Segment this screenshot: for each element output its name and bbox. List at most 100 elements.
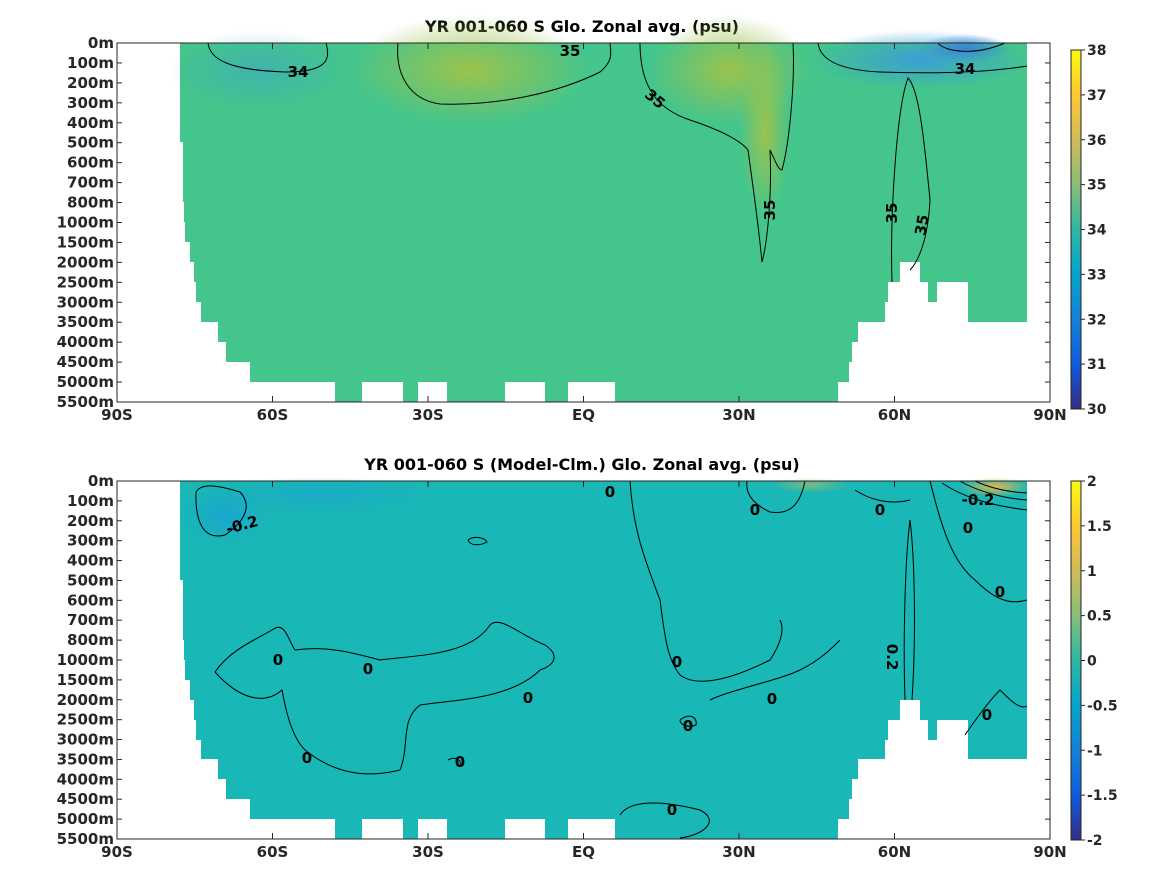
contour-label: 0 — [995, 583, 1005, 601]
low-salinity-patch — [920, 34, 1010, 62]
colorbar-tick-label: 32 — [1087, 312, 1106, 328]
contour-label: -0.2 — [962, 491, 995, 509]
x-tick-label: 90S — [101, 406, 133, 424]
y-tick-label: 3000m — [57, 293, 114, 311]
high-salinity-patch — [740, 40, 790, 220]
contour-label: 35 — [911, 213, 932, 237]
contour-label: 0 — [683, 717, 693, 735]
contour-label: 0 — [302, 749, 312, 767]
y-tick-label: 0m — [88, 34, 114, 52]
salinity-field: 34 35 35 34 35 35 35 — [170, 15, 1030, 402]
contour-line — [397, 42, 612, 105]
colorbar-tick-label: 36 — [1087, 133, 1106, 149]
contour-label: 0 — [523, 689, 533, 707]
y-tick-label: 400m — [67, 552, 114, 570]
y-axis: 0m100m200m300m400m500m600m700m800m1000m1… — [57, 472, 1050, 848]
contour-line — [941, 480, 1028, 511]
colorbar-tick-label: 34 — [1087, 223, 1107, 239]
colorbar-tick-label: 2 — [1087, 474, 1097, 490]
y-axis: 0m100m200m300m400m500m600m700m800m1000m1… — [57, 34, 1050, 411]
contour-label: 34 — [288, 63, 309, 81]
contour-line — [639, 42, 794, 263]
contour-label: 0 — [667, 801, 677, 819]
y-tick-label: 700m — [67, 611, 114, 629]
y-tick-label: 700m — [67, 174, 114, 192]
y-tick-label: 100m — [67, 54, 114, 72]
x-tick-label: 60S — [257, 406, 289, 424]
y-tick-label: 5500m — [57, 393, 114, 411]
contour-label: 0 — [672, 653, 682, 671]
y-tick-label: 400m — [67, 114, 114, 132]
y-tick-label: 3000m — [57, 731, 114, 749]
y-tick-label: 4500m — [57, 353, 114, 371]
ocean-section — [180, 481, 1027, 839]
contour-label: 35 — [883, 203, 901, 224]
bias-field: -0.2 0 0 0 0 0 0 0 0 0 0 0 0 0.2 0 0 0 -… — [180, 477, 1030, 839]
positive-bias-patch — [770, 477, 850, 493]
y-tick-label: 3500m — [57, 750, 114, 768]
y-tick-label: 500m — [67, 134, 114, 152]
contour-line — [854, 489, 911, 503]
x-tick-label: 30S — [412, 843, 444, 861]
colorbar-tick-label: 1 — [1087, 564, 1097, 580]
colorbar — [1070, 480, 1082, 841]
y-tick-label: 5000m — [57, 373, 114, 391]
colorbar-tick-label: -2 — [1087, 833, 1103, 849]
contour-line — [679, 715, 697, 727]
contour-label: 34 — [955, 60, 976, 78]
contour-line — [195, 485, 247, 537]
contour-lines — [195, 480, 1028, 839]
y-tick-label: 100m — [67, 492, 114, 510]
colorbar-ticks: 2 1.5 1 0.5 0 -0.5 -1 -1.5 -2 — [1081, 474, 1118, 849]
colorbar-tick-label: -0.5 — [1087, 698, 1118, 714]
contour-line — [964, 689, 1028, 736]
y-tick-label: 2000m — [57, 253, 114, 271]
contour-label: 0 — [767, 690, 777, 708]
y-tick-label: 4000m — [57, 333, 114, 351]
y-tick-label: 1500m — [57, 233, 114, 251]
y-tick-label: 500m — [67, 571, 114, 589]
contour-line — [929, 480, 1028, 603]
colorbar — [1070, 49, 1082, 410]
x-tick-label: 90N — [1033, 406, 1066, 424]
x-tick-label: 90N — [1033, 843, 1066, 861]
y-tick-label: 3500m — [57, 313, 114, 331]
negative-bias-patch — [210, 477, 430, 513]
x-tick-label: 30N — [722, 843, 755, 861]
y-tick-label: 5500m — [57, 830, 114, 848]
colorbar-tick-label: 33 — [1087, 267, 1106, 283]
x-tick-label: EQ — [572, 406, 595, 424]
contour-line — [214, 621, 555, 775]
contour-line — [746, 480, 806, 514]
panel-title: YR 001-060 S (Model-Clm.) Glo. Zonal avg… — [363, 455, 800, 474]
ocean-section — [180, 43, 1027, 402]
y-tick-label: 4500m — [57, 790, 114, 808]
contour-line — [467, 536, 488, 546]
y-tick-label: 1000m — [57, 651, 114, 669]
contour-label: 0 — [875, 501, 885, 519]
contour-label: 0 — [273, 651, 283, 669]
contour-line — [447, 757, 461, 766]
x-tick-label: 60N — [878, 843, 911, 861]
contour-lines — [207, 42, 1028, 283]
colorbar-tick-label: 0 — [1087, 654, 1097, 670]
contour-line — [903, 519, 915, 701]
contour-label: 0 — [605, 483, 615, 501]
colorbar-tick-label: 1.5 — [1087, 519, 1112, 535]
colorbar-ticks: 30 31 32 33 34 35 36 37 38 — [1081, 43, 1107, 418]
contour-line — [629, 480, 783, 682]
y-tick-label: 600m — [67, 591, 114, 609]
y-tick-label: 800m — [67, 631, 114, 649]
x-tick-label: 60S — [257, 843, 289, 861]
y-tick-label: 2500m — [57, 711, 114, 729]
colorbar-tick-label: 35 — [1087, 178, 1106, 194]
contour-label: 0 — [455, 753, 465, 771]
contour-label: 0 — [363, 660, 373, 678]
contour-label: 35 — [761, 200, 779, 221]
contour-label: 0 — [982, 706, 992, 724]
y-tick-label: 4000m — [57, 770, 114, 788]
colorbar-tick-label: 31 — [1087, 357, 1106, 373]
y-tick-label: 800m — [67, 194, 114, 212]
high-salinity-patch — [350, 15, 590, 125]
